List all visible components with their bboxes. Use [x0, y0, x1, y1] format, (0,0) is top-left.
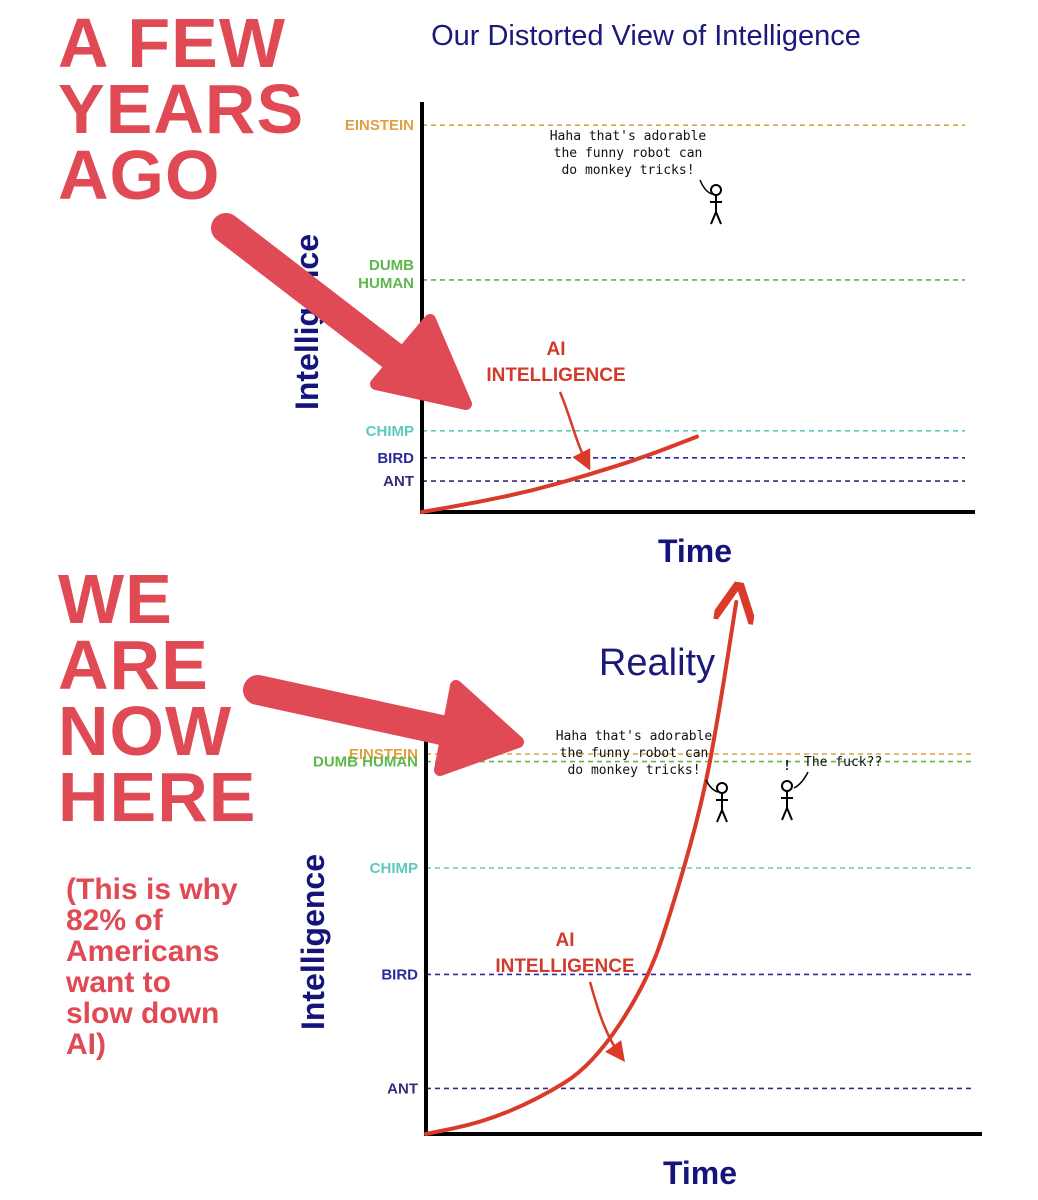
chart1-y-label: Intelligence: [289, 234, 325, 410]
chart2-speech2: The fuck??: [804, 755, 882, 770]
chart2-speech-line: the funny robot can: [560, 746, 709, 761]
chart1-speech-line: Haha that's adorable: [550, 129, 707, 144]
note-line: want to: [66, 966, 171, 999]
level-label-dumb-human: DUMB HUMAN: [313, 754, 418, 771]
chart1-ai-label-line2: INTELLIGENCE: [486, 365, 625, 386]
chart2-ai-label-line2: INTELLIGENCE: [495, 956, 634, 977]
chart1-ai-pointer: [558, 391, 591, 471]
chart2-x-label: Time: [663, 1155, 737, 1191]
chart1-x-label: Time: [658, 533, 732, 569]
stick-figure-icon: [716, 782, 728, 823]
level-label-bird: BIRD: [381, 966, 418, 983]
arrow-head-icon: [434, 680, 524, 776]
level-label-chimp: CHIMP: [370, 860, 418, 877]
bottom-caption-line: WE: [58, 560, 173, 638]
top-caption-line: AGO: [58, 136, 221, 214]
stick-figure-icon: [781, 780, 793, 821]
chart2-ai-pointer: [588, 981, 625, 1063]
arrow-shaft: [243, 675, 475, 749]
chart2-speech2-tail: [793, 771, 809, 789]
chart2-speech-line: do monkey tricks!: [567, 763, 700, 778]
level-label-ant: ANT: [387, 1080, 418, 1097]
chart2-speech-tail: [705, 779, 719, 793]
note-line: slow down: [66, 997, 220, 1030]
note-line: Americans: [66, 935, 220, 968]
chart1-speech-tail: [699, 179, 713, 195]
bottom-caption-line: ARE: [58, 626, 209, 704]
bottom-caption-line: HERE: [58, 758, 257, 836]
level-label-einstein: EINSTEIN: [345, 117, 414, 134]
big-arrow-top: [211, 213, 472, 410]
chart1-ai-curve: [420, 434, 699, 514]
chart2-title: Reality: [599, 642, 715, 684]
top-caption-line: A FEW: [58, 4, 286, 82]
chart2-exclaim: !: [783, 759, 791, 774]
chart1-speech-line: the funny robot can: [554, 146, 703, 161]
level-label-einstein: EINSTEIN: [349, 746, 418, 763]
note-line: AI): [66, 1028, 106, 1061]
bottom-caption-line: NOW: [58, 692, 233, 770]
note-line: 82% of: [66, 904, 163, 937]
level-label-ant: ANT: [383, 473, 414, 490]
chart2-ai-label-line1: AI: [556, 930, 575, 951]
level-label-chimp: CHIMP: [366, 423, 414, 440]
note-caption: (This is why 82% of Americans want to sl…: [66, 874, 238, 1060]
stick-figure-icon: [710, 184, 722, 225]
chart2-speech-line: Haha that's adorable: [556, 729, 713, 744]
arrow-head-icon: [370, 314, 472, 410]
bottom-caption: WE ARE NOW HERE: [58, 560, 257, 836]
chart1-speech-line: do monkey tricks!: [561, 163, 694, 178]
chart1-levels: EINSTEIN DUMB HUMAN CHIMP BIRD ANT: [345, 117, 965, 490]
big-arrow-bottom: [243, 675, 524, 776]
note-line: (This is why: [66, 873, 238, 906]
chart2-y-label: Intelligence: [295, 854, 331, 1030]
level-label-dumb-human: DUMB HUMAN: [358, 257, 414, 292]
level-label-bird: BIRD: [377, 450, 414, 467]
chart2-ai-curve: [424, 602, 736, 1136]
chart1-title: Our Distorted View of Intelligence: [431, 20, 861, 52]
arrow-shaft: [211, 213, 423, 383]
top-caption-line: YEARS: [58, 70, 305, 148]
top-caption: A FEW YEARS AGO: [58, 4, 305, 214]
chart-distorted-view: Our Distorted View of Intelligence EINST…: [289, 20, 975, 569]
chart1-ai-label-line1: AI: [547, 339, 566, 360]
